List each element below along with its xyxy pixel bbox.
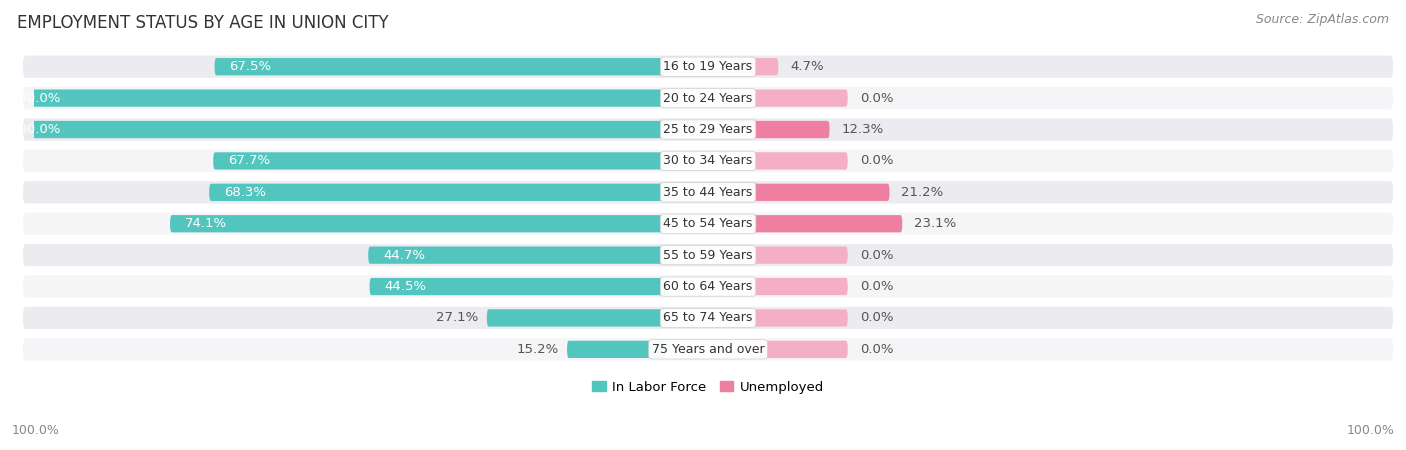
FancyBboxPatch shape [0, 90, 666, 107]
FancyBboxPatch shape [22, 150, 1393, 172]
FancyBboxPatch shape [215, 58, 666, 75]
FancyBboxPatch shape [214, 152, 666, 170]
Text: 0.0%: 0.0% [859, 249, 893, 261]
FancyBboxPatch shape [751, 341, 848, 358]
Text: Source: ZipAtlas.com: Source: ZipAtlas.com [1256, 14, 1389, 27]
Text: 0.0%: 0.0% [859, 92, 893, 104]
FancyBboxPatch shape [22, 87, 1393, 109]
FancyBboxPatch shape [751, 247, 848, 264]
FancyBboxPatch shape [22, 181, 1393, 203]
Text: 100.0%: 100.0% [10, 92, 60, 104]
FancyBboxPatch shape [22, 118, 1393, 141]
FancyBboxPatch shape [751, 90, 848, 107]
Text: 68.3%: 68.3% [224, 186, 266, 199]
FancyBboxPatch shape [22, 307, 1393, 329]
FancyBboxPatch shape [751, 58, 779, 75]
Text: 0.0%: 0.0% [859, 311, 893, 324]
FancyBboxPatch shape [209, 184, 666, 201]
Text: 35 to 44 Years: 35 to 44 Years [664, 186, 752, 199]
Text: 0.0%: 0.0% [859, 280, 893, 293]
Text: 12.3%: 12.3% [842, 123, 884, 136]
FancyBboxPatch shape [751, 278, 848, 295]
Text: 20 to 24 Years: 20 to 24 Years [664, 92, 752, 104]
Text: 4.7%: 4.7% [790, 60, 824, 73]
Text: 23.1%: 23.1% [914, 217, 956, 230]
Text: EMPLOYMENT STATUS BY AGE IN UNION CITY: EMPLOYMENT STATUS BY AGE IN UNION CITY [17, 14, 388, 32]
FancyBboxPatch shape [486, 309, 666, 327]
FancyBboxPatch shape [22, 338, 1393, 360]
Text: 25 to 29 Years: 25 to 29 Years [664, 123, 752, 136]
Text: 15.2%: 15.2% [516, 343, 558, 356]
Text: 21.2%: 21.2% [901, 186, 943, 199]
FancyBboxPatch shape [22, 55, 1393, 78]
Legend: In Labor Force, Unemployed: In Labor Force, Unemployed [588, 376, 830, 399]
Text: 65 to 74 Years: 65 to 74 Years [664, 311, 752, 324]
FancyBboxPatch shape [170, 215, 666, 232]
FancyBboxPatch shape [751, 309, 848, 327]
Text: 0.0%: 0.0% [859, 343, 893, 356]
FancyBboxPatch shape [368, 247, 666, 264]
FancyBboxPatch shape [22, 244, 1393, 266]
Text: 16 to 19 Years: 16 to 19 Years [664, 60, 752, 73]
Text: 44.7%: 44.7% [384, 249, 425, 261]
FancyBboxPatch shape [751, 184, 890, 201]
Text: 67.5%: 67.5% [229, 60, 271, 73]
Text: 67.7%: 67.7% [228, 154, 270, 167]
FancyBboxPatch shape [751, 215, 903, 232]
FancyBboxPatch shape [751, 121, 830, 138]
Text: 100.0%: 100.0% [1347, 423, 1395, 436]
Text: 45 to 54 Years: 45 to 54 Years [664, 217, 752, 230]
Text: 55 to 59 Years: 55 to 59 Years [664, 249, 752, 261]
Text: 0.0%: 0.0% [859, 154, 893, 167]
Text: 74.1%: 74.1% [186, 217, 228, 230]
Text: 60 to 64 Years: 60 to 64 Years [664, 280, 752, 293]
FancyBboxPatch shape [22, 212, 1393, 235]
FancyBboxPatch shape [0, 121, 666, 138]
FancyBboxPatch shape [751, 152, 848, 170]
FancyBboxPatch shape [567, 341, 666, 358]
Text: 27.1%: 27.1% [436, 311, 478, 324]
Text: 100.0%: 100.0% [10, 123, 60, 136]
Text: 30 to 34 Years: 30 to 34 Years [664, 154, 752, 167]
Text: 44.5%: 44.5% [384, 280, 426, 293]
FancyBboxPatch shape [22, 275, 1393, 298]
Text: 75 Years and over: 75 Years and over [652, 343, 765, 356]
FancyBboxPatch shape [370, 278, 666, 295]
Text: 100.0%: 100.0% [11, 423, 59, 436]
